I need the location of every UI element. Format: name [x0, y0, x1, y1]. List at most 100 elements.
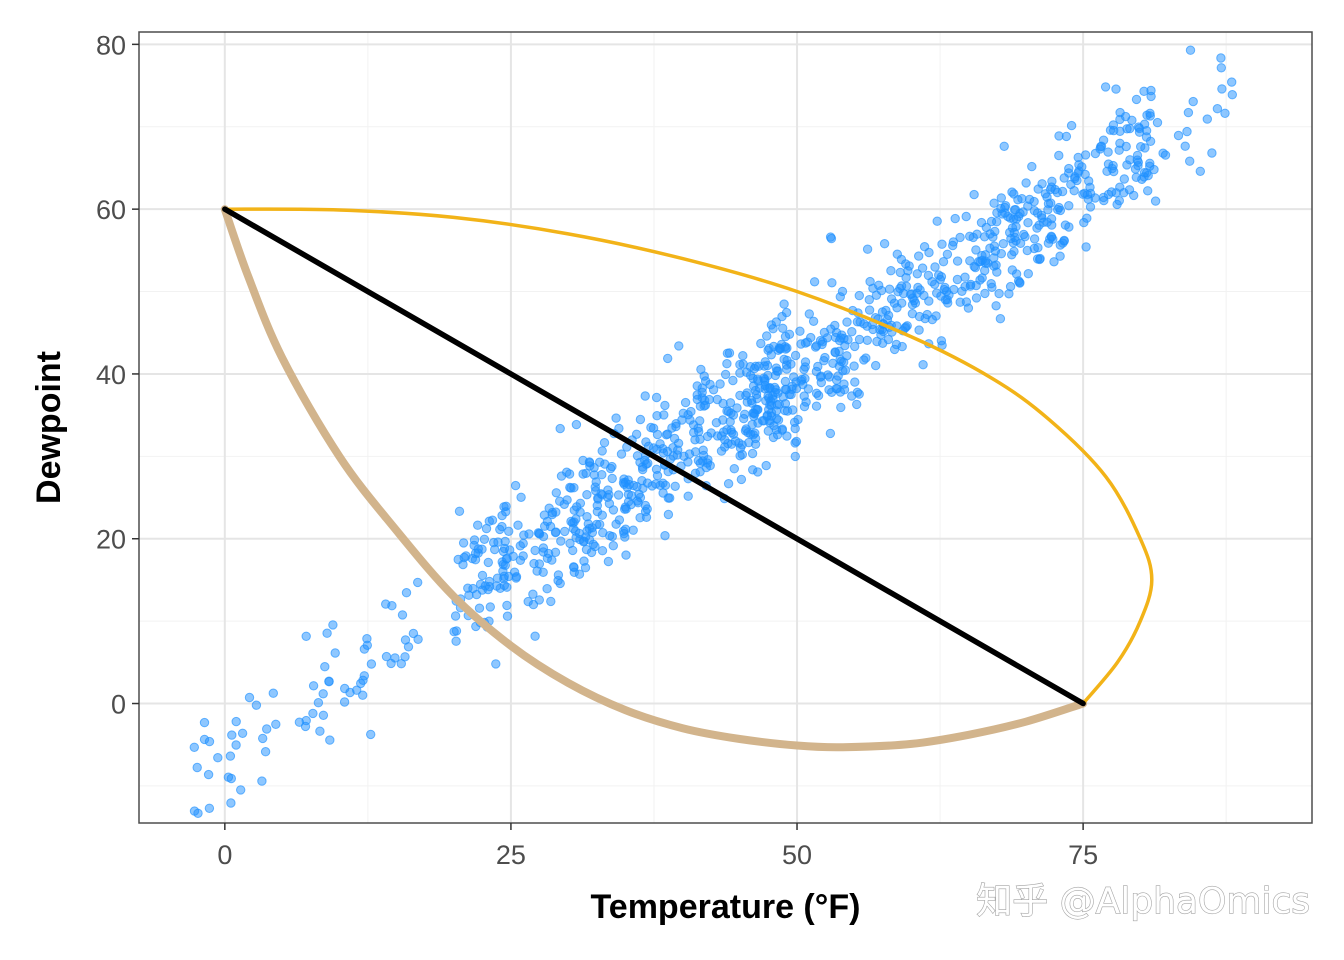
scatter-point: [607, 461, 617, 472]
scatter-point: [454, 506, 465, 516]
scatter-point: [942, 249, 953, 260]
scatter-point: [690, 435, 700, 445]
scatter-point: [1185, 45, 1196, 55]
scatter-point: [515, 541, 525, 551]
scatter-point: [735, 368, 745, 378]
scatter-point: [968, 232, 978, 243]
scatter-point: [1100, 82, 1111, 92]
scatter-point: [804, 309, 814, 319]
scatter-point: [852, 317, 863, 327]
scatter-point: [817, 339, 827, 350]
scatter-point: [400, 635, 411, 645]
scatter-point: [732, 403, 742, 413]
scatter-point: [1077, 162, 1087, 172]
scatter-point: [702, 431, 713, 442]
scatter-point: [315, 726, 325, 736]
scatter-point: [726, 425, 736, 435]
scatter-point: [1217, 84, 1227, 94]
scatter-point: [771, 363, 781, 373]
scatter-point: [192, 762, 202, 773]
x-axis-title: Temperature (°F): [591, 888, 861, 926]
scatter-point: [896, 254, 907, 265]
scatter-point: [614, 423, 624, 434]
scatter-point: [1009, 246, 1019, 257]
scatter-point: [712, 431, 723, 441]
scatter-point: [318, 689, 328, 699]
scatter-point: [830, 347, 840, 358]
scatter-point: [847, 327, 857, 337]
scatter-point: [936, 272, 947, 282]
scatter-point: [931, 311, 941, 321]
scatter-point: [1114, 196, 1125, 206]
scatter-point: [1212, 104, 1223, 114]
scatter-point: [688, 420, 699, 430]
scatter-point: [1160, 150, 1171, 160]
scatter-point: [193, 808, 203, 818]
scatter-point: [626, 491, 637, 501]
scatter-point: [791, 436, 802, 447]
scatter-point: [736, 474, 747, 485]
scatter-point: [491, 659, 501, 669]
scatter-point: [1150, 196, 1161, 206]
scatter-point: [502, 553, 512, 564]
scatter-point: [575, 507, 585, 517]
scatter-point: [547, 555, 557, 565]
scatter-point: [257, 776, 267, 786]
scatter-point: [1085, 188, 1096, 199]
scatter-point: [584, 535, 595, 545]
scatter-point: [1066, 120, 1077, 131]
scatter-point: [738, 351, 748, 361]
scatter-point: [667, 423, 677, 433]
scatter-point: [723, 438, 733, 449]
scatter-point: [223, 772, 234, 782]
y-axis-title: Dewpoint: [30, 351, 68, 504]
upper-curve: [223, 207, 1154, 706]
scatter-point: [777, 425, 787, 435]
scatter-point: [809, 277, 820, 287]
scatter-point: [955, 232, 965, 243]
scatter-point: [907, 300, 918, 310]
scatter-point: [971, 293, 982, 303]
scatter-point: [578, 455, 588, 466]
scatter-point: [1115, 114, 1125, 125]
scatter-point: [1021, 178, 1031, 188]
scatter-point: [999, 141, 1009, 152]
scatter-point: [607, 531, 617, 542]
scatter-point: [655, 480, 665, 490]
scatter-point: [669, 433, 680, 444]
scatter-point: [1180, 141, 1190, 151]
scatter-point: [640, 500, 651, 511]
scatter-point: [884, 284, 895, 294]
scatter-point: [820, 352, 830, 363]
scatter-point: [760, 357, 770, 367]
scatter-point: [390, 653, 400, 663]
scatter-point: [1023, 269, 1034, 279]
scatter-point: [852, 399, 862, 410]
scatter-point: [551, 527, 561, 537]
y-tick-label: 0: [111, 690, 126, 720]
scatter-point: [950, 213, 960, 224]
scatter-point: [761, 460, 771, 471]
scatter-point: [542, 584, 552, 594]
scatter-point: [301, 631, 311, 641]
scatter-point: [773, 415, 784, 425]
scatter-point: [614, 515, 625, 525]
scatter-point: [660, 531, 670, 541]
panel-border: [138, 31, 1313, 824]
scatter-point: [659, 410, 669, 420]
scatter-point: [763, 426, 773, 436]
scatter-point: [686, 406, 696, 417]
x-tick-label: 25: [496, 840, 526, 870]
scatter-point: [839, 379, 849, 389]
scatter-point: [620, 532, 630, 542]
scatter-point: [1122, 160, 1132, 170]
scatter-point: [930, 279, 940, 289]
scatter-point: [826, 233, 837, 244]
scatter-point: [771, 406, 782, 416]
scatter-point: [322, 628, 332, 638]
scatter-point: [485, 602, 495, 612]
scatter-point: [330, 648, 340, 658]
scatter-point: [308, 681, 319, 691]
scatter-point: [715, 379, 725, 389]
scatter-point: [751, 361, 761, 371]
